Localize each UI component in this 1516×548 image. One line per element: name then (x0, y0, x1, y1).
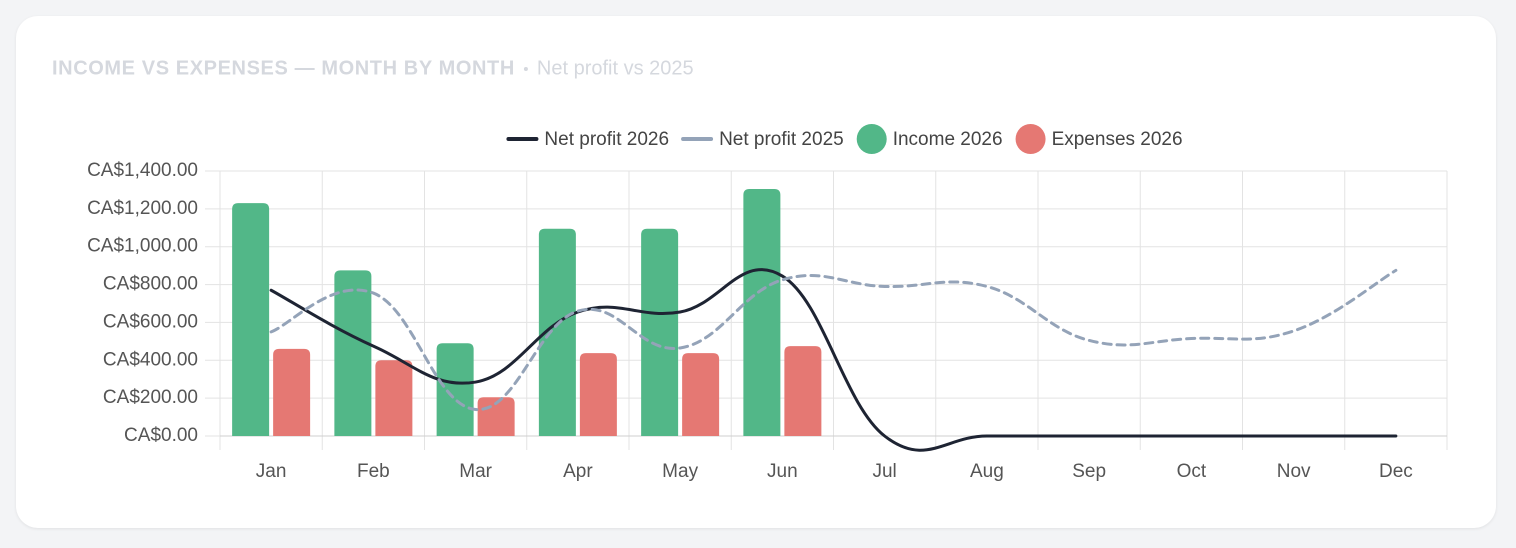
bar (232, 203, 270, 436)
bar (784, 346, 822, 436)
separator-dot (523, 67, 528, 71)
legend-label: Net profit 2026 (544, 129, 669, 150)
x-tick-label: Jul (872, 461, 896, 482)
x-tick-label: Jan (256, 461, 287, 482)
legend-label: Income 2026 (893, 129, 1003, 150)
legend-swatch (1015, 124, 1046, 154)
x-tick-label: Sep (1072, 461, 1106, 482)
bar (273, 348, 311, 436)
bar (682, 353, 720, 436)
y-tick-label: CA$0.00 (124, 425, 198, 446)
x-tick-label: Aug (970, 461, 1004, 482)
legend-swatch (856, 124, 887, 154)
y-tick-label: CA$800.00 (103, 274, 198, 295)
line (269, 268, 1398, 452)
bar (436, 343, 474, 436)
chart-subtitle: Net profit vs 2025 (537, 57, 694, 79)
x-tick-label: Mar (459, 461, 492, 482)
bar (334, 270, 372, 436)
y-tick-label: CA$1,400.00 (87, 160, 198, 181)
x-tick-label: Jun (767, 461, 798, 482)
legend-label: Net profit 2025 (719, 129, 844, 150)
bar (375, 360, 413, 436)
legend: Net profit 2026 Net profit 2025 Income 202… (506, 124, 1183, 154)
x-tick-label: May (662, 461, 698, 482)
x-tick-label: Oct (1177, 461, 1207, 482)
line (269, 268, 1398, 412)
y-tick-label: CA$1,000.00 (87, 236, 198, 257)
x-tick-label: Feb (357, 461, 390, 482)
bar (743, 188, 781, 436)
legend-label: Expenses 2026 (1052, 129, 1183, 150)
x-tick-label: Dec (1379, 461, 1413, 482)
x-tick-label: Nov (1277, 461, 1311, 482)
bar (579, 353, 617, 436)
x-tick-label: Apr (563, 461, 593, 482)
y-tick-label: CA$600.00 (103, 311, 198, 332)
y-tick-label: CA$400.00 (103, 349, 198, 370)
y-tick-label: CA$200.00 (103, 387, 198, 408)
y-tick-label: CA$1,200.00 (87, 198, 198, 219)
bar (641, 228, 679, 436)
bar (538, 228, 576, 436)
chart-title: INCOME VS EXPENSES — MONTH BY MONTH (52, 57, 515, 79)
